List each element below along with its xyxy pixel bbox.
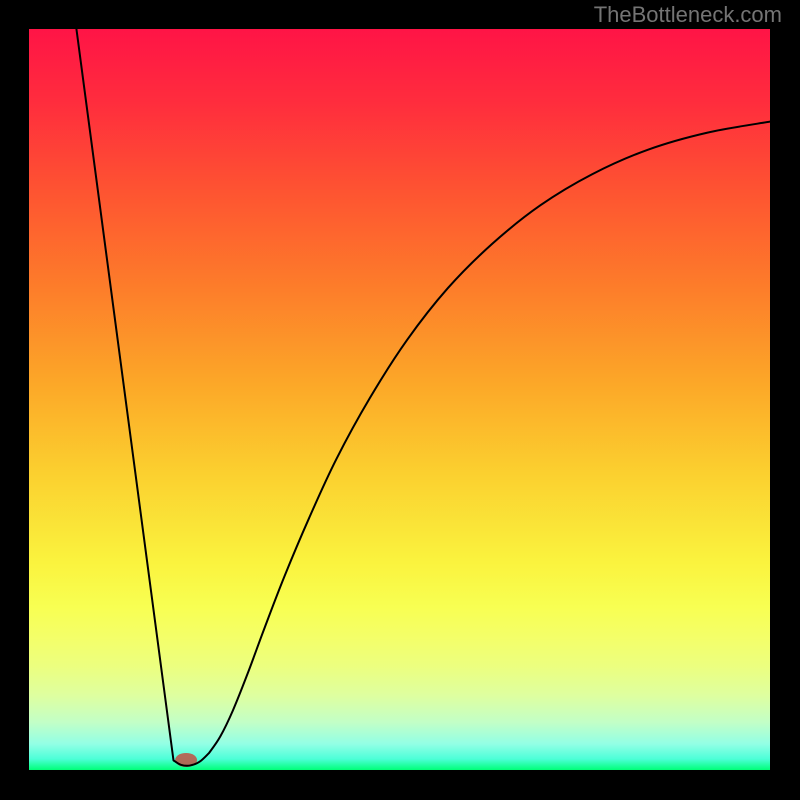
gradient-background bbox=[29, 29, 770, 770]
attribution-label: TheBottleneck.com bbox=[594, 2, 782, 28]
chart-svg bbox=[0, 0, 800, 800]
bottleneck-chart: TheBottleneck.com bbox=[0, 0, 800, 800]
